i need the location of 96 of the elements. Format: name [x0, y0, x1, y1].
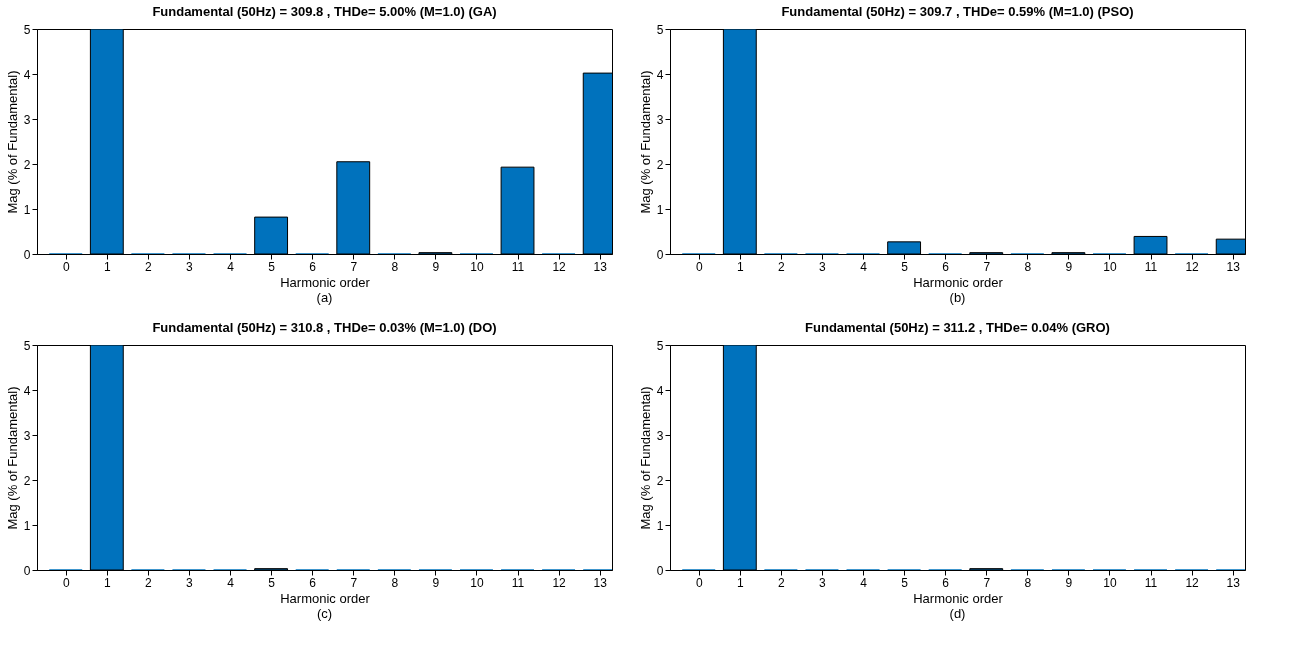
x-tick-label: 10	[1103, 259, 1117, 274]
y-tick-label: 2	[23, 473, 31, 488]
x-tick-label: 6	[942, 259, 950, 274]
x-tick-label: 5	[268, 259, 276, 274]
y-axis-title: Mag (% of Fundamental)	[4, 386, 20, 530]
x-tick-label: 11	[1144, 575, 1158, 590]
x-tick-label: 13	[593, 259, 608, 274]
x-axis-title: Harmonic order	[280, 590, 371, 606]
x-axis-title: Harmonic order	[280, 274, 371, 290]
y-tick-label: 1	[23, 202, 31, 217]
x-tick-label: 4	[860, 575, 868, 590]
x-tick-label: 1	[736, 259, 744, 274]
x-tick-label: 11	[511, 259, 525, 274]
x-tick-label: 12	[552, 259, 567, 274]
x-tick-label: 7	[350, 259, 358, 274]
x-tick-label: 4	[860, 259, 868, 274]
text: (a)	[316, 290, 333, 305]
x-tick-label: 9	[432, 575, 440, 590]
x-tick-label: 1	[736, 575, 744, 590]
y-tick-label: 2	[23, 157, 31, 172]
x-tick-label: 3	[819, 259, 827, 274]
y-tick-label: 4	[656, 67, 664, 82]
x-tick-label: 2	[145, 575, 153, 590]
x-tick-label: 0	[62, 259, 70, 274]
y-tick-label: 5	[656, 338, 664, 353]
chart-title: Fundamental (50Hz) = 309.8 , THDe= 5.00% (M=1.0) (GA)	[152, 4, 497, 19]
x-tick-label: 13	[593, 575, 608, 590]
y-axis-title: Mag (% of Fundamental)	[4, 70, 20, 214]
y-tick-label: 3	[23, 112, 31, 127]
x-tick-label: 5	[268, 575, 276, 590]
x-tick-label: 7	[350, 575, 358, 590]
x-tick-label: 3	[819, 575, 827, 590]
y-tick-label: 0	[656, 563, 664, 578]
x-tick-label: 9	[1065, 259, 1073, 274]
y-tick-label: 4	[656, 383, 664, 398]
x-tick-label: 1	[103, 259, 111, 274]
x-tick-label: 2	[778, 575, 786, 590]
x-tick-label: 8	[1024, 259, 1032, 274]
text: (d)	[949, 606, 966, 621]
chart-title: Fundamental (50Hz) = 309.7 , THDe= 0.59% (M=1.0) (PSO)	[781, 4, 1134, 19]
y-tick-label: 3	[23, 428, 31, 443]
y-tick-label: 0	[23, 563, 31, 578]
x-axis-title: Harmonic order	[913, 274, 1004, 290]
x-axis-title: Harmonic order	[913, 590, 1004, 606]
x-tick-label: 6	[309, 575, 317, 590]
x-tick-label: 8	[1024, 575, 1032, 590]
x-tick-label: 6	[309, 259, 317, 274]
x-tick-label: 11	[511, 575, 525, 590]
x-tick-label: 11	[1144, 259, 1158, 274]
x-tick-label: 10	[1103, 575, 1117, 590]
y-tick-label: 1	[656, 518, 664, 533]
text: (b)	[949, 290, 966, 305]
x-tick-label: 3	[186, 575, 194, 590]
y-tick-label: 3	[656, 112, 664, 127]
y-tick-label: 3	[656, 428, 664, 443]
x-tick-label: 13	[1226, 259, 1241, 274]
x-tick-label: 10	[470, 259, 484, 274]
x-tick-label: 5	[901, 259, 909, 274]
x-tick-label: 12	[1185, 259, 1200, 274]
y-tick-label: 2	[656, 157, 664, 172]
y-tick-label: 5	[23, 22, 31, 37]
x-tick-label: 12	[1185, 575, 1200, 590]
x-tick-label: 13	[1226, 575, 1241, 590]
chart-title: Fundamental (50Hz) = 311.2 , THDe= 0.04% (GRO)	[805, 320, 1110, 335]
x-tick-label: 6	[942, 575, 950, 590]
y-axis-title: Mag (% of Fundamental)	[637, 70, 653, 214]
x-tick-label: 2	[778, 259, 786, 274]
x-tick-label: 5	[901, 575, 909, 590]
x-tick-label: 0	[695, 259, 703, 274]
y-tick-label: 1	[23, 518, 31, 533]
x-tick-label: 2	[145, 259, 153, 274]
y-tick-label: 0	[656, 247, 664, 262]
x-tick-label: 8	[391, 575, 399, 590]
y-tick-label: 1	[656, 202, 664, 217]
y-tick-label: 5	[23, 338, 31, 353]
x-tick-label: 12	[552, 575, 567, 590]
y-tick-label: 4	[23, 67, 31, 82]
chart-title: Fundamental (50Hz) = 310.8 , THDe= 0.03% (M=1.0) (DO)	[152, 320, 497, 335]
y-tick-label: 2	[656, 473, 664, 488]
x-tick-label: 4	[227, 259, 235, 274]
x-tick-label: 7	[983, 575, 991, 590]
x-tick-label: 9	[432, 259, 440, 274]
y-tick-label: 4	[23, 383, 31, 398]
y-tick-label: 0	[23, 247, 31, 262]
x-tick-label: 8	[391, 259, 399, 274]
x-tick-label: 0	[695, 575, 703, 590]
y-tick-label: 5	[656, 22, 664, 37]
x-tick-label: 0	[62, 575, 70, 590]
x-tick-label: 1	[103, 575, 111, 590]
x-tick-label: 10	[470, 575, 484, 590]
x-tick-label: 7	[983, 259, 991, 274]
x-tick-label: 9	[1065, 575, 1073, 590]
text: (c)	[316, 606, 333, 621]
x-tick-label: 3	[186, 259, 194, 274]
y-axis-title: Mag (% of Fundamental)	[637, 386, 653, 530]
x-tick-label: 4	[227, 575, 235, 590]
